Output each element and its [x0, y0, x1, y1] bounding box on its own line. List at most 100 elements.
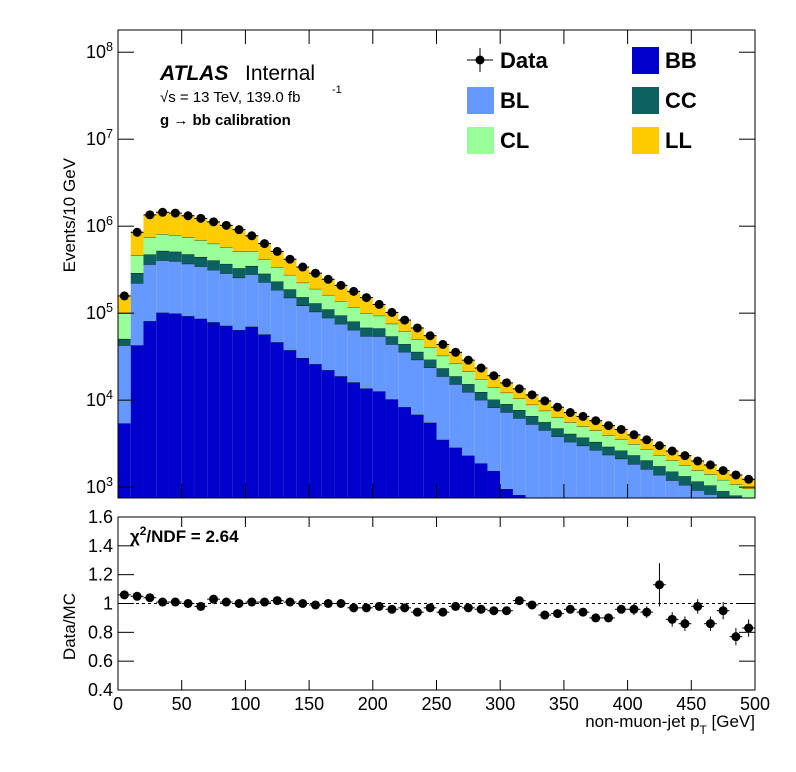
stack-segment: [321, 294, 335, 310]
stack-segment: [168, 261, 182, 314]
stack-segment: [385, 344, 399, 400]
ratio-point: [400, 603, 410, 613]
ratio-point: [553, 609, 563, 619]
stack-segment: [334, 376, 348, 498]
ratio-point: [272, 596, 282, 606]
data-point: [591, 416, 601, 426]
stack-segment: [640, 449, 654, 461]
x-tick-label: 200: [358, 694, 388, 714]
stack-segment: [563, 412, 577, 423]
stack-segment: [334, 323, 348, 377]
stack-segment: [385, 323, 399, 337]
legend-label: BB: [665, 48, 697, 73]
stack-segment: [232, 277, 246, 331]
stack-segment: [436, 344, 450, 356]
ratio-point: [616, 604, 626, 614]
stack-segment: [589, 420, 603, 431]
y-tick-label: 1.2: [88, 565, 113, 585]
stack-segment: [309, 364, 322, 498]
stack-segment: [436, 355, 450, 369]
stack-segment: [704, 474, 717, 486]
stack-segment: [500, 404, 513, 413]
stack-segment: [181, 215, 195, 238]
chi2-text: χ2/NDF = 2.64: [130, 524, 239, 546]
data-point: [731, 470, 741, 480]
stack-segment: [232, 268, 246, 278]
stack-segment: [640, 469, 654, 498]
y-tick-label: 0.6: [88, 651, 113, 671]
stack-segment: [283, 297, 297, 351]
data-point: [502, 378, 512, 388]
ratio-point: [209, 594, 219, 604]
ratio-point: [489, 606, 499, 616]
stack-segment: [640, 439, 654, 450]
stack-segment: [258, 282, 271, 335]
stack-segment: [296, 282, 310, 298]
data-point: [234, 225, 244, 235]
ratio-point: [451, 601, 461, 611]
ratio-point: [463, 603, 473, 613]
data-point: [400, 315, 410, 325]
stack-segment: [716, 479, 730, 492]
stack-segment: [194, 256, 208, 267]
stack-segment: [653, 466, 666, 475]
stack-segment: [487, 375, 501, 388]
stack-segment: [347, 382, 361, 498]
stack-segment: [704, 464, 717, 475]
stack-segment: [360, 388, 373, 498]
ratio-point: [603, 613, 613, 623]
stack-segment: [576, 445, 590, 498]
stack-segment: [487, 399, 501, 408]
x-axis-title: non-muon-jet pT [GeV]: [585, 712, 755, 737]
stack-segment: [614, 439, 628, 451]
stack-segment: [347, 307, 361, 322]
legend-marker: [475, 55, 485, 65]
stack-segment: [563, 422, 577, 434]
selection: g → bb calibration: [160, 112, 291, 129]
stack-segment: [156, 260, 169, 313]
stack-segment: [525, 424, 539, 498]
stack-segment: [716, 470, 730, 480]
stack-segment: [143, 254, 157, 265]
data-point: [336, 280, 346, 290]
data-point: [132, 227, 142, 237]
stack-segment: [181, 316, 195, 498]
stack-segment: [474, 368, 488, 380]
y-tick-label: 0.4: [88, 680, 113, 700]
ratio-point: [183, 599, 193, 608]
ratio-point: [221, 597, 231, 607]
stack-segment: [219, 273, 233, 326]
ratio-point: [349, 603, 359, 613]
data-point: [514, 384, 524, 394]
data-point: [374, 299, 384, 309]
stack-segment: [372, 336, 386, 392]
data-point: [298, 262, 308, 272]
data-point: [247, 231, 257, 241]
ratio-point: [642, 607, 652, 617]
stack-segment: [143, 237, 157, 255]
ratio-point: [387, 604, 397, 614]
legend-swatch: [632, 127, 659, 154]
stack-segment: [602, 435, 615, 447]
ratio-point: [667, 614, 677, 624]
stack-segment: [449, 447, 462, 498]
ratio-point: [680, 619, 690, 629]
ratio-point: [285, 597, 295, 607]
stack-segment: [576, 426, 590, 438]
ratio-point: [731, 632, 741, 642]
stack-segment: [270, 342, 284, 498]
stack-segment: [207, 243, 220, 261]
stack-segment: [525, 416, 539, 425]
stack-segment: [283, 259, 297, 275]
stack-segment: [729, 495, 743, 498]
stack-segment: [207, 269, 220, 323]
x-tick-label: 50: [172, 694, 192, 714]
stack-segment: [576, 416, 590, 427]
x-tick-label: 400: [613, 694, 643, 714]
stack-segment: [577, 508, 590, 534]
stack-segment: [525, 404, 539, 417]
data-point: [349, 286, 359, 296]
ratio-point: [412, 607, 422, 617]
stack-segment: [640, 508, 653, 572]
stack-segment: [232, 251, 246, 269]
